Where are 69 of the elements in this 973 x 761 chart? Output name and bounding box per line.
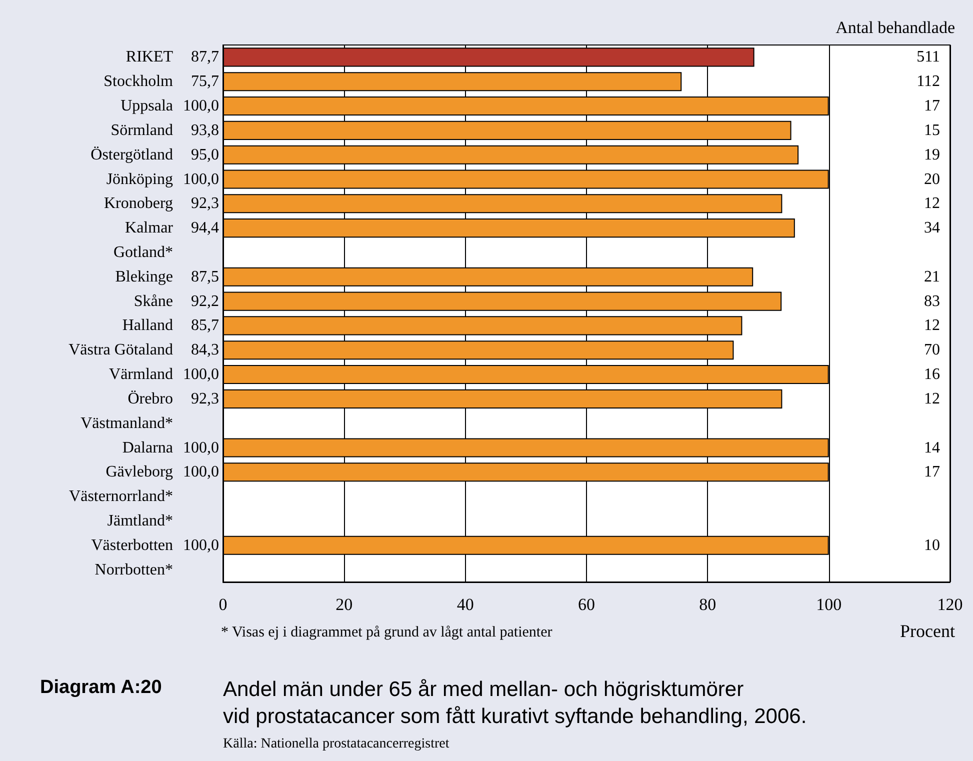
annotation: 14 bbox=[924, 439, 940, 456]
y-tick-label: Gotland* bbox=[113, 244, 173, 261]
data-label: 100,0 bbox=[183, 170, 219, 188]
text: Källa: Nationella prostatacancerregistret bbox=[223, 736, 450, 752]
annotation: 511 bbox=[916, 48, 940, 66]
annotation: 17 bbox=[924, 98, 940, 115]
annotation: 10 bbox=[924, 536, 940, 554]
annotation: 70 bbox=[924, 342, 940, 359]
data-label: 100,0 bbox=[183, 366, 219, 384]
annotation: 20 bbox=[924, 170, 940, 188]
x-tick-label: 20 bbox=[336, 595, 353, 614]
y-tick-label: Norrbotten* bbox=[94, 561, 173, 578]
y-tick-label: Östergötland bbox=[90, 146, 173, 164]
y-tick-label: Gävleborg bbox=[106, 464, 173, 481]
y-tick-label: Västerbotten bbox=[91, 536, 173, 554]
annotation: 83 bbox=[924, 292, 940, 310]
annotation: 34 bbox=[924, 220, 940, 237]
x-tick-label: 40 bbox=[456, 595, 474, 614]
annotation: 12 bbox=[924, 390, 940, 408]
data-label: 87,7 bbox=[191, 48, 219, 66]
data-label: 92,3 bbox=[191, 390, 219, 408]
data-label: 94,4 bbox=[191, 220, 219, 237]
data-label: 100,0 bbox=[183, 464, 219, 481]
annotation: 12 bbox=[924, 195, 940, 212]
y-tick-label: Stockholm bbox=[104, 73, 174, 90]
data-label: 75,7 bbox=[191, 73, 219, 90]
annotation: 15 bbox=[924, 122, 940, 139]
annotation: 12 bbox=[924, 317, 940, 334]
x-tick-label: 60 bbox=[578, 595, 595, 614]
text: * Visas ej i diagrammet på grund av lågt antal patienter bbox=[221, 624, 552, 640]
annotation: 19 bbox=[924, 146, 940, 164]
y-tick-label: Västmanland* bbox=[80, 414, 173, 432]
annotation: 17 bbox=[924, 464, 940, 481]
data-label: 93,8 bbox=[191, 122, 219, 139]
y-tick-label: Örebro bbox=[128, 390, 173, 408]
annotation: 112 bbox=[916, 73, 940, 90]
x-tick-label: 120 bbox=[937, 595, 963, 614]
text: Andel män under 65 år med mellan- och högrisktumörer vid prostatacancer som fått kurativt syftande behandling, 2006. bbox=[223, 678, 807, 728]
y-tick-label: Västra Götaland bbox=[68, 342, 173, 359]
y-tick-label: Dalarna bbox=[122, 439, 173, 456]
data-label: 100,0 bbox=[183, 98, 219, 115]
data-label: 85,7 bbox=[191, 317, 219, 334]
data-label: 87,5 bbox=[191, 268, 219, 286]
data-label: 95,0 bbox=[191, 146, 219, 164]
data-label: 92,3 bbox=[191, 195, 219, 212]
x-tick-label: 0 bbox=[218, 595, 228, 614]
y-tick-label: Jämtland* bbox=[107, 512, 173, 530]
y-tick-label: Uppsala bbox=[120, 98, 173, 115]
y-tick-label: Sörmland bbox=[110, 122, 173, 139]
y-tick-label: Halland bbox=[122, 317, 173, 334]
text: Diagram A:20 bbox=[40, 677, 162, 698]
y-tick-label: RIKET bbox=[126, 48, 174, 66]
x-tick-label: 100 bbox=[816, 595, 842, 614]
annotation: 21 bbox=[924, 268, 940, 286]
y-tick-label: Kronoberg bbox=[104, 195, 173, 212]
y-tick-label: Kalmar bbox=[125, 220, 174, 237]
y-tick-label: Skåne bbox=[134, 292, 173, 310]
data-label: 84,3 bbox=[191, 342, 219, 359]
y-tick-label: Jönköping bbox=[106, 170, 173, 188]
annotation: 16 bbox=[924, 366, 940, 384]
x-axis-title: Procent bbox=[900, 621, 955, 641]
x-tick-label: 80 bbox=[699, 595, 716, 614]
y-tick-label: Värmland bbox=[109, 366, 173, 384]
data-label: 92,2 bbox=[191, 292, 219, 310]
text: Antal behandlade bbox=[836, 18, 956, 37]
y-tick-label: Västernorrland* bbox=[69, 488, 173, 506]
data-label: 100,0 bbox=[183, 439, 219, 456]
data-label: 100,0 bbox=[183, 536, 219, 554]
y-tick-label: Blekinge bbox=[115, 268, 173, 286]
